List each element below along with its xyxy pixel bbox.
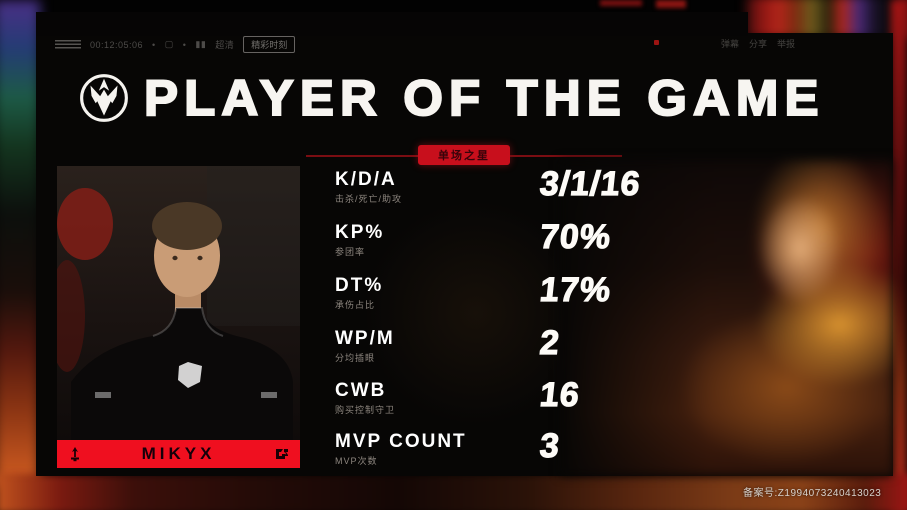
player-nameplate: MIKYX: [57, 440, 300, 468]
nav-dot-icon[interactable]: •: [152, 39, 156, 50]
stats-panel: K/D/A 击杀/死亡/助攻 3/1/16 KP% 参团率 70% DT% 承伤…: [335, 164, 765, 470]
nav-pause-icon[interactable]: ▮▮: [195, 39, 207, 49]
potg-badge-label: 单场之星: [438, 150, 490, 162]
header: PLAYER OF THE GAME: [78, 69, 820, 127]
stat-sublabel: 参团率: [335, 247, 366, 257]
nav-square-icon[interactable]: ▢: [164, 39, 174, 49]
stream-timecode: 00:12:05:06: [90, 39, 144, 50]
highlights-button[interactable]: 精彩时刻: [243, 36, 296, 53]
stat-value: 70%: [537, 217, 614, 256]
collage-right-band: [891, 0, 907, 510]
page-title: PLAYER OF THE GAME: [143, 69, 825, 127]
player-portrait-illustration: [57, 166, 300, 440]
danmaku-toggle[interactable]: 弹幕: [720, 39, 739, 49]
badge-row: 单场之星: [36, 145, 893, 167]
stat-value: 3/1/16: [537, 164, 643, 203]
stat-row: KP% 参团率 70%: [335, 217, 765, 273]
stat-label: DT%: [335, 275, 384, 296]
collage-topright-band: [746, 0, 907, 38]
player-name: MIKYX: [141, 444, 216, 463]
stream-controls-right: 弹幕 分享 举报: [721, 37, 795, 50]
collage-bottom-band: [0, 474, 907, 510]
stat-label: MVP COUNT: [335, 431, 467, 452]
g2-team-logo-icon: [276, 449, 288, 459]
stream-logo-icon: [55, 40, 81, 49]
support-role-icon: [71, 447, 79, 462]
stat-sublabel: 击杀/死亡/助攻: [335, 194, 403, 204]
stat-sublabel: MVP次数: [335, 456, 378, 466]
stat-row: CWB 购买控制守卫 16: [335, 375, 765, 431]
stat-row: K/D/A 击杀/死亡/助攻 3/1/16: [335, 164, 765, 220]
stat-row: MVP COUNT MVP次数 3: [335, 426, 765, 482]
stat-sublabel: 承伤占比: [335, 300, 376, 310]
player-photo: [57, 166, 300, 440]
stream-controls-left: 00:12:05:06 • ▢ • ▮▮ 超清 精彩时刻: [55, 36, 296, 53]
video-panel-top: [36, 12, 748, 36]
stat-sublabel: 购买控制守卫: [335, 405, 396, 415]
potg-badge: 单场之星: [418, 145, 510, 165]
msi-logo-icon: [80, 74, 128, 122]
stat-value: 17%: [537, 270, 614, 309]
stat-value: 3: [537, 426, 562, 465]
stat-label: K/D/A: [335, 169, 397, 190]
collage-left-band: [0, 0, 40, 486]
stat-row: WP/M 分均插眼 2: [335, 323, 765, 379]
live-indicator-icon: [654, 40, 659, 45]
champion-splash-art: [560, 160, 893, 476]
share-button[interactable]: 分享: [748, 39, 767, 49]
stream-navbar: 00:12:05:06 • ▢ • ▮▮ 超清 精彩时刻 弹幕 分享 举报: [55, 36, 883, 53]
badge-line-left: [306, 155, 418, 157]
stat-value: 16: [537, 375, 582, 414]
panel-content: 00:12:05:06 • ▢ • ▮▮ 超清 精彩时刻 弹幕 分享 举报: [36, 12, 893, 476]
collage-fragment: [600, 0, 642, 6]
nav-dot-icon[interactable]: •: [182, 39, 187, 50]
stat-label: CWB: [335, 380, 387, 401]
stat-label: KP%: [335, 222, 385, 243]
collage-fragment: [656, 0, 686, 8]
quality-label[interactable]: 超清: [215, 40, 235, 50]
badge-line-right: [510, 155, 622, 157]
stat-value: 2: [537, 323, 562, 362]
icp-record-number: 备案号:Z1994073240413023: [743, 488, 882, 499]
stat-sublabel: 分均插眼: [335, 353, 376, 363]
stat-row: DT% 承伤占比 17%: [335, 270, 765, 326]
stat-label: WP/M: [335, 328, 395, 349]
report-button[interactable]: 举报: [776, 39, 795, 49]
